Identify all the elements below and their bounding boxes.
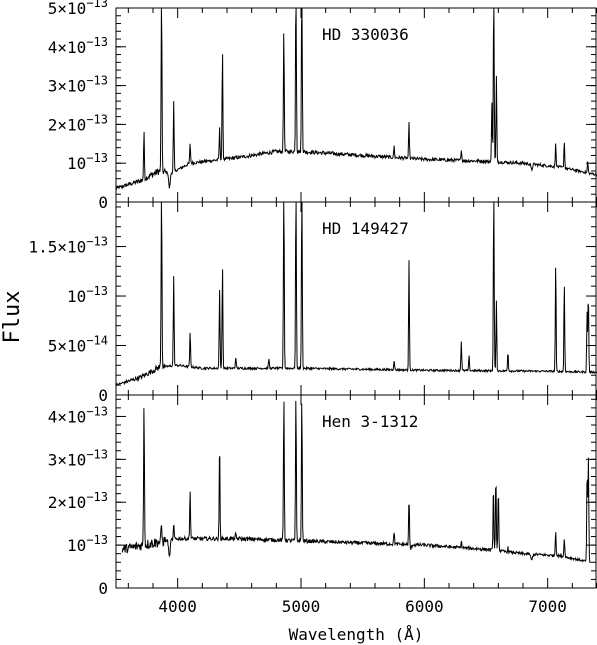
y-tick-label: 3×10−13 bbox=[48, 74, 108, 96]
panel-1: 0 10−13 2×10−13 3×10−13 4×10−13 5×10−13 HD 330… bbox=[48, 0, 597, 212]
y-tick-label: 0 bbox=[98, 193, 108, 212]
y-tick-label: 10−13 bbox=[67, 151, 108, 173]
y-tick-label: 0 bbox=[98, 579, 108, 598]
y-tick-label: 5×10−13 bbox=[48, 0, 108, 18]
y-axis-label: Flux bbox=[0, 291, 25, 344]
y-tick-label: 1.5×10−13 bbox=[29, 235, 108, 257]
y-tick-label: 2×10−13 bbox=[48, 490, 108, 512]
x-tick-label: 5000 bbox=[282, 597, 321, 616]
y-tick-label: 10−13 bbox=[67, 533, 108, 555]
panel-2: 0 5×10−14 10−13 1.5×10−13 HD 149427 bbox=[29, 201, 597, 405]
y-tick-label: 0 bbox=[98, 386, 108, 405]
x-tick-labels: 4000 5000 6000 7000 bbox=[158, 597, 567, 616]
panels: 0 10−13 2×10−13 3×10−13 4×10−13 5×10−13 HD 330… bbox=[29, 0, 597, 616]
spectrum-line bbox=[115, 7, 597, 191]
x-tick-label: 7000 bbox=[528, 597, 567, 616]
panel-frame bbox=[115, 394, 597, 589]
y-tick-label: 4×10−13 bbox=[48, 404, 108, 426]
y-tick-label: 4×10−13 bbox=[48, 35, 108, 57]
y-tick-label: 5×10−14 bbox=[48, 334, 108, 356]
spectrum-line bbox=[115, 201, 597, 387]
panel-annotation: HD 149427 bbox=[322, 219, 409, 238]
y-tick-label: 10−13 bbox=[67, 284, 108, 306]
x-tick-label: 4000 bbox=[158, 597, 197, 616]
x-axis-label: Wavelength (Å) bbox=[289, 625, 424, 644]
panel-3: 0 10−13 2×10−13 3×10−13 4×10−13 Hen 3-1312 bbox=[48, 394, 597, 598]
spectrum-line bbox=[121, 400, 591, 563]
panel-annotation: HD 330036 bbox=[322, 25, 409, 44]
y-tick-label: 2×10−13 bbox=[48, 112, 108, 134]
y-tick-label: 3×10−13 bbox=[48, 447, 108, 469]
panel-annotation: Hen 3-1312 bbox=[322, 412, 418, 431]
x-tick-label: 6000 bbox=[405, 597, 444, 616]
